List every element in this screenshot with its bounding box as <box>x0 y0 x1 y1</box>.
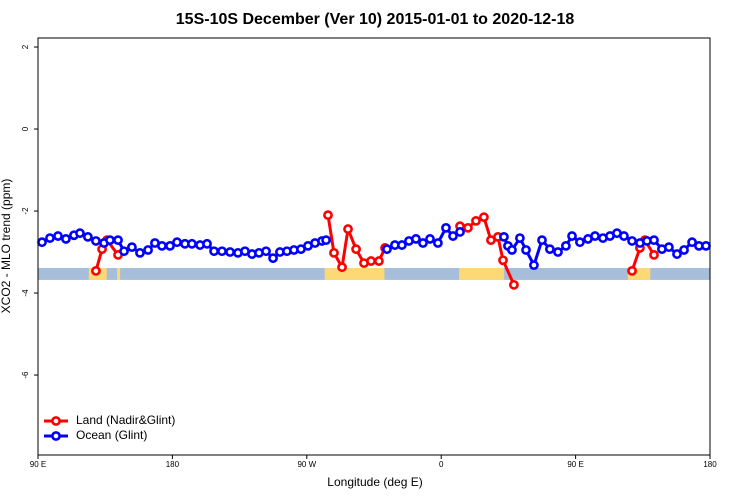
point <box>397 240 407 250</box>
point <box>507 245 517 255</box>
point <box>479 212 489 223</box>
point <box>105 235 115 246</box>
point <box>499 231 509 242</box>
point <box>337 262 347 273</box>
point <box>113 235 123 246</box>
point <box>91 236 101 246</box>
point <box>521 245 531 255</box>
point <box>455 227 465 237</box>
point <box>135 247 145 258</box>
point <box>537 235 547 246</box>
point <box>343 224 353 234</box>
x-tick-label: 90 E <box>567 460 583 469</box>
x-tick-label: 0 <box>439 460 444 469</box>
point <box>471 215 481 226</box>
point <box>202 238 212 249</box>
plot-area <box>37 210 711 290</box>
surface-band <box>38 268 710 280</box>
point <box>411 234 421 244</box>
point <box>575 237 585 248</box>
x-axis-label: Longitude (deg E) <box>327 475 422 489</box>
point <box>268 253 278 264</box>
point <box>143 245 153 255</box>
point <box>225 247 235 257</box>
point <box>382 244 392 255</box>
point <box>701 240 711 251</box>
point <box>374 256 384 266</box>
point <box>433 238 443 248</box>
point <box>448 231 458 241</box>
point <box>45 233 55 243</box>
x-tick-label: 90 E <box>30 460 46 469</box>
point <box>323 210 333 221</box>
point <box>209 246 219 257</box>
point <box>75 228 85 239</box>
point <box>560 240 571 251</box>
land-band <box>627 268 651 280</box>
point <box>514 233 525 243</box>
legend-label: Land (Nadir&Glint) <box>76 413 175 427</box>
legend-marker <box>51 416 61 426</box>
point <box>627 236 637 246</box>
point <box>672 249 682 259</box>
point <box>172 237 182 248</box>
y-tick-label: 0 <box>21 126 30 131</box>
point <box>441 222 451 233</box>
point <box>529 260 539 271</box>
point <box>261 246 271 257</box>
point <box>418 238 428 248</box>
land-band <box>117 268 121 280</box>
point <box>679 245 689 255</box>
plot-frame <box>37 37 711 456</box>
point <box>567 231 577 241</box>
point <box>545 244 555 255</box>
land-band <box>459 268 504 280</box>
x-tick-label: 90 W <box>297 460 316 469</box>
chart-title: 15S-10S December (Ver 10) 2015-01-01 to … <box>176 11 575 28</box>
x-tick-label: 180 <box>703 460 717 469</box>
point <box>509 279 519 290</box>
point <box>463 222 473 233</box>
point <box>627 265 637 276</box>
point <box>649 250 659 260</box>
land-band <box>324 268 385 280</box>
point <box>329 247 339 258</box>
point <box>127 242 137 253</box>
y-axis-label: XCO2 - MLO trend (ppm) <box>0 179 13 314</box>
point <box>61 234 71 244</box>
point <box>649 235 659 246</box>
point <box>619 231 629 241</box>
y-tick-label: 2 <box>21 44 30 49</box>
point <box>425 234 435 244</box>
legend-label: Ocean (Glint) <box>76 428 147 442</box>
point <box>187 238 197 249</box>
point <box>664 242 674 253</box>
point <box>553 247 563 257</box>
point <box>687 237 697 248</box>
y-tick-label: -2 <box>21 207 30 215</box>
point <box>165 240 175 251</box>
point <box>366 256 376 266</box>
legend-marker <box>51 431 61 441</box>
point <box>37 237 47 248</box>
x-tick-label: 180 <box>166 460 180 469</box>
y-tick-label: -6 <box>21 371 30 379</box>
point <box>351 244 361 255</box>
point <box>82 231 93 242</box>
point <box>217 246 227 257</box>
point <box>321 235 331 246</box>
point <box>157 240 167 251</box>
point <box>53 231 63 241</box>
y-tick-label: -4 <box>21 289 30 297</box>
point <box>498 255 508 266</box>
point <box>590 231 600 241</box>
point <box>119 246 129 257</box>
point <box>91 265 101 276</box>
